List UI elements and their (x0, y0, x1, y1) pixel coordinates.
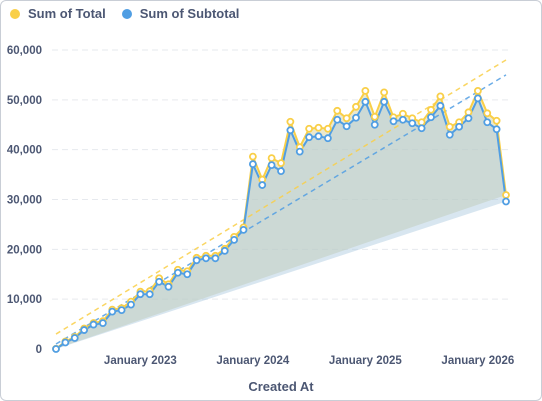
y-tick-label: 10,000 (7, 294, 42, 306)
legend-dot-subtotal (121, 8, 132, 19)
data-point-subtotal (239, 225, 248, 234)
data-point-subtotal (380, 97, 389, 106)
data-point-total (370, 112, 379, 121)
data-point-total (380, 88, 389, 97)
data-point-total (323, 124, 332, 133)
data-point-total (305, 124, 314, 133)
data-point-total (333, 106, 342, 115)
area-subtotal (56, 98, 506, 349)
data-point-total (314, 123, 323, 132)
series-points (52, 86, 510, 353)
legend-label-total: Sum of Total (28, 6, 106, 21)
data-point-subtotal (230, 235, 239, 244)
data-point-subtotal (436, 101, 445, 110)
y-tick-label: 40,000 (7, 145, 42, 157)
y-tick-label: 50,000 (7, 95, 42, 107)
data-point-subtotal (98, 319, 107, 327)
data-point-subtotal (314, 132, 323, 141)
data-point-subtotal (173, 268, 182, 277)
data-point-subtotal (483, 118, 492, 127)
data-point-subtotal (370, 120, 379, 129)
y-tick-label: 30,000 (7, 195, 42, 207)
data-point-subtotal (417, 124, 426, 133)
data-point-subtotal (361, 97, 370, 106)
y-axis: 0 10,000 20,000 30,000 40,000 50,000 60,000 (7, 45, 42, 356)
legend-dot-total (10, 8, 20, 19)
data-point-subtotal (445, 130, 454, 139)
data-point-total (277, 159, 285, 168)
data-point-subtotal (52, 345, 60, 353)
data-point-subtotal (305, 133, 314, 142)
data-point-total (248, 152, 257, 161)
y-tick-label: 20,000 (7, 244, 42, 256)
x-axis: January 2023 January 2024 January 2025 Janu… (104, 355, 514, 367)
x-tick-label: January 2026 (441, 355, 514, 367)
data-point-total (436, 92, 445, 101)
data-point-total (483, 109, 492, 118)
data-point-subtotal (286, 126, 295, 135)
data-point-subtotal (211, 254, 220, 263)
x-tick-label: January 2023 (104, 355, 177, 367)
data-point-subtotal (352, 113, 360, 122)
data-point-subtotal (492, 125, 501, 134)
data-point-subtotal (473, 94, 482, 103)
legend-item-subtotal[interactable]: Sum of Subtotal (121, 6, 240, 21)
data-point-total (427, 105, 435, 114)
data-point-total (361, 86, 370, 95)
data-point-subtotal (127, 300, 135, 309)
data-point-subtotal (455, 122, 464, 131)
data-point-subtotal (398, 115, 407, 124)
data-point-subtotal (145, 290, 154, 299)
data-point-subtotal (136, 290, 145, 299)
data-point-subtotal (202, 254, 210, 263)
x-tick-label: January 2024 (216, 355, 289, 367)
data-point-subtotal (183, 270, 192, 279)
data-point-total (473, 86, 482, 95)
legend: Sum of Total Sum of Subtotal (10, 6, 255, 21)
y-tick-label: 0 (36, 344, 42, 356)
data-point-subtotal (192, 256, 201, 265)
data-point-subtotal (155, 277, 164, 286)
data-point-subtotal (248, 160, 257, 169)
data-point-subtotal (389, 117, 398, 126)
data-point-subtotal (70, 334, 79, 342)
data-point-total (267, 154, 276, 163)
data-point-subtotal (108, 307, 117, 316)
data-point-subtotal (80, 326, 89, 334)
data-point-total (352, 102, 360, 111)
data-point-subtotal (427, 113, 435, 122)
data-point-subtotal (117, 306, 126, 315)
data-point-subtotal (61, 338, 70, 347)
data-point-subtotal (89, 320, 98, 329)
data-point-subtotal (408, 119, 417, 128)
data-point-subtotal (464, 114, 473, 123)
data-point-subtotal (267, 161, 276, 170)
data-point-total (286, 117, 295, 126)
data-point-subtotal (342, 122, 351, 131)
data-point-subtotal (323, 134, 332, 143)
legend-item-total[interactable]: Sum of Total (10, 6, 106, 21)
data-point-subtotal (333, 115, 342, 124)
data-point-total (342, 114, 351, 123)
x-axis-title: Created At (248, 379, 314, 394)
data-point-total (492, 116, 501, 125)
data-point-subtotal (295, 147, 304, 156)
data-point-total (445, 122, 454, 131)
x-tick-label: January 2025 (329, 355, 402, 367)
data-point-total (502, 191, 510, 199)
trend-line-total (55, 59, 507, 335)
data-point-subtotal (502, 197, 510, 206)
y-tick-label: 60,000 (7, 45, 42, 57)
legend-label-subtotal: Sum of Subtotal (139, 6, 240, 21)
data-point-subtotal (258, 181, 267, 189)
data-point-subtotal (164, 282, 173, 291)
data-point-subtotal (277, 167, 285, 175)
data-point-subtotal (220, 246, 229, 255)
